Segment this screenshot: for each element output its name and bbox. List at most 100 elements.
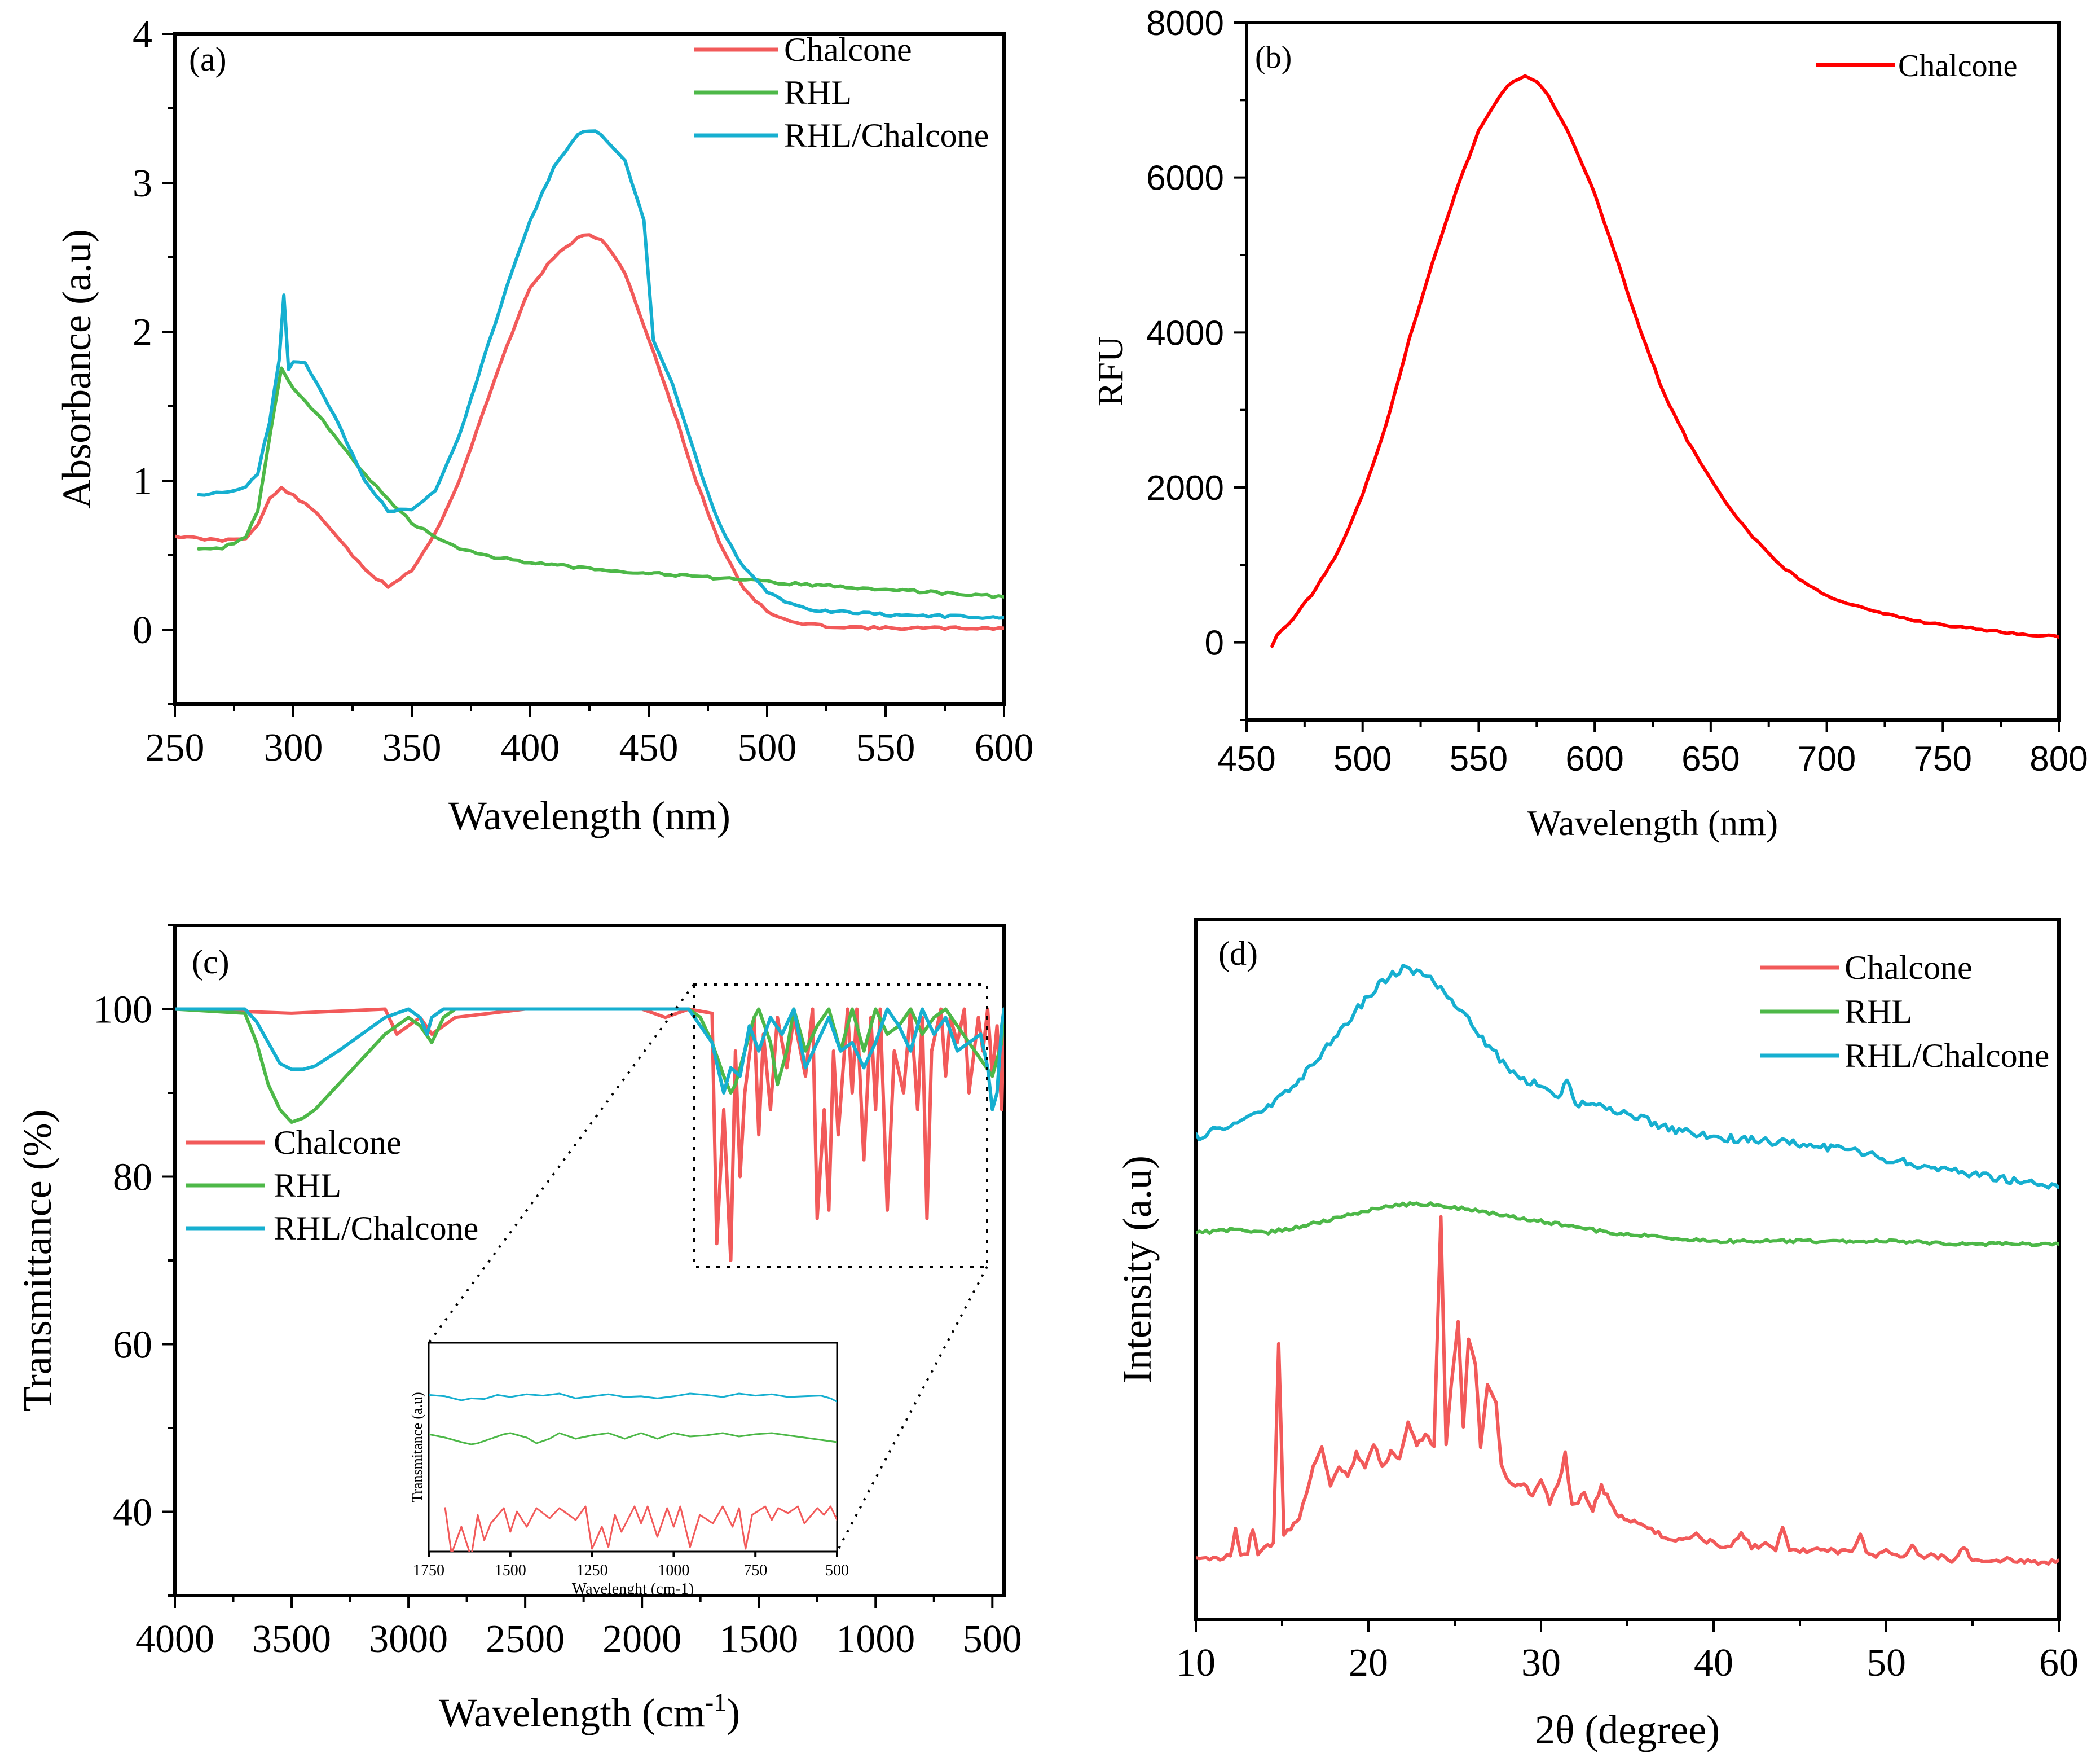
- legend-label: Chalcone: [274, 1124, 402, 1161]
- legend-label: RHL: [1844, 993, 1912, 1030]
- series-line-rhl-chalcone: [197, 129, 1004, 620]
- series-group: [175, 1007, 1004, 1262]
- x-axis-title: Wavelength (nm): [1527, 803, 1778, 843]
- zoom-connector-left: [428, 983, 695, 1344]
- plot-frame: [1194, 918, 2061, 1621]
- panel-label: (c): [192, 943, 230, 981]
- zoom-connector-right: [836, 1266, 988, 1552]
- y-tick-label: 100: [93, 988, 152, 1032]
- inset-x-tick-label: 1500: [495, 1562, 526, 1579]
- series-line-chalcone: [1196, 1215, 2059, 1566]
- y-tick-label: 8000: [1146, 4, 1224, 43]
- x-tick-label: 350: [382, 726, 442, 770]
- x-tick-label: 20: [1349, 1641, 1388, 1685]
- x-tick-label: 50: [1866, 1641, 1906, 1685]
- y-tick-label: 60: [113, 1324, 152, 1367]
- inset-x-tick-label: 1250: [576, 1562, 608, 1579]
- x-tick-label: 450: [1217, 740, 1275, 779]
- inset-x-axis-title: Wavelenght (cm-1): [572, 1580, 694, 1598]
- series-line-chalcone: [1270, 74, 2059, 648]
- x-tick-label: 3000: [369, 1618, 448, 1661]
- panel-b: 450 500 550 600 650 700 750 8000200040006000800…: [1090, 4, 2088, 843]
- inset-series-line-rhl: [429, 1432, 837, 1445]
- series-group: [1270, 74, 2059, 648]
- y-axis-title: Absorbance (a.u): [54, 229, 99, 509]
- y-tick-label: 4: [133, 13, 152, 56]
- y-axis-title: RFU: [1090, 336, 1130, 407]
- x-tick-label: 2500: [486, 1618, 565, 1661]
- series-line-rhl: [1196, 1201, 2059, 1247]
- y-axis-title: Transmittance (%): [15, 1109, 60, 1411]
- x-tick-label: 700: [1798, 740, 1856, 779]
- panel-label: (b): [1255, 40, 1292, 75]
- x-tick-label: 800: [2029, 740, 2088, 779]
- panel-label: (d): [1218, 935, 1258, 972]
- legend-label: RHL: [784, 74, 852, 111]
- legend-label: RHL/Chalcone: [784, 117, 989, 154]
- x-tick-label: 30: [1521, 1641, 1561, 1685]
- x-tick-label: 650: [1681, 740, 1740, 779]
- x-axis-title: Wavelength (cm-1): [439, 1688, 740, 1735]
- y-tick-label: 0: [1205, 624, 1224, 663]
- x-tick-label: 550: [856, 726, 915, 770]
- legend-label: RHL: [274, 1167, 341, 1204]
- x-tick-label: 2000: [602, 1618, 681, 1661]
- legend-label: Chalcone: [1898, 49, 2017, 84]
- inset-x-tick-label: 1750: [413, 1562, 444, 1579]
- x-tick-label: 550: [1450, 740, 1508, 779]
- zoom-box: [693, 983, 988, 1268]
- y-tick-label: 3: [133, 162, 152, 205]
- x-tick-label: 500: [963, 1618, 1022, 1661]
- panel-d: 10 20 30 40 50 60 2θ (degree) Intensity (a.u) (d…: [1115, 918, 2079, 1752]
- inset-series-line-chalcone: [444, 1505, 837, 1552]
- x-tick-label: 500: [1333, 740, 1392, 779]
- inset-series-group: [429, 1392, 837, 1552]
- y-tick-label: 2: [133, 311, 152, 354]
- legend-label: RHL/Chalcone: [1844, 1037, 2049, 1074]
- series-group: [1196, 964, 2059, 1566]
- y-tick-label: 40: [113, 1491, 152, 1535]
- y-tick-label: 2000: [1146, 469, 1224, 508]
- series-group: [175, 129, 1004, 631]
- x-tick-label: 750: [1914, 740, 1972, 779]
- panel-a: 250 300 350 400 450 500 550 600 0 1 2 3 4 Wavelength …: [54, 13, 1034, 838]
- legend-label: Chalcone: [784, 31, 912, 68]
- inset-series-line-rhl-chalcone: [429, 1392, 837, 1403]
- x-tick-label: 400: [501, 726, 560, 770]
- inset-x-tick-label: 750: [743, 1562, 767, 1579]
- x-axis-title: 2θ (degree): [1535, 1707, 1720, 1752]
- x-tick-label: 300: [264, 726, 323, 770]
- x-tick-label: 250: [146, 726, 205, 770]
- legend-label: Chalcone: [1844, 949, 1973, 986]
- inset-x-tick-label: 500: [825, 1562, 849, 1579]
- x-tick-label: 450: [619, 726, 679, 770]
- series-line-rhl-chalcone: [1196, 964, 2059, 1190]
- x-axis-title: Wavelength (nm): [448, 793, 730, 838]
- series-line-rhl-chalcone: [175, 1007, 1004, 1111]
- series-line-chalcone: [175, 233, 1004, 631]
- series-line-rhl: [197, 366, 1004, 599]
- x-tick-label: 500: [738, 726, 797, 770]
- panel-c: 4000 3500 3000 2500 2000 1500 1000 500 40 60 80 100…: [15, 924, 1022, 1735]
- plot-frame: [1245, 21, 2061, 722]
- x-tick-label: 10: [1176, 1641, 1216, 1685]
- legend-label: RHL/Chalcone: [274, 1210, 478, 1247]
- x-tick-label: 4000: [135, 1618, 214, 1661]
- x-tick-label: 3500: [252, 1618, 331, 1661]
- x-tick-label: 600: [975, 726, 1034, 770]
- x-tick-label: 40: [1694, 1641, 1733, 1685]
- x-tick-label: 1000: [836, 1618, 915, 1661]
- panel-label: (a): [189, 41, 227, 78]
- x-tick-label: 1500: [719, 1618, 798, 1661]
- x-tick-label: 600: [1565, 740, 1623, 779]
- y-tick-label: 1: [133, 460, 152, 503]
- y-tick-label: 0: [133, 609, 152, 652]
- x-tick-label: 60: [2039, 1641, 2079, 1685]
- y-tick-label: 80: [113, 1156, 152, 1199]
- inset-y-axis-title: Transmitance (a.u): [409, 1392, 425, 1502]
- y-axis-title: Intensity (a.u): [1115, 1155, 1160, 1383]
- y-tick-label: 4000: [1146, 314, 1224, 353]
- inset-x-tick-label: 1000: [658, 1562, 689, 1579]
- inset-frame: [428, 1342, 838, 1553]
